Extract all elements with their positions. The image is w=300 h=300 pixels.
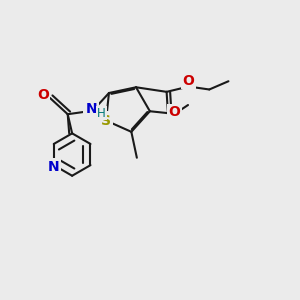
Text: H: H — [97, 106, 106, 119]
Text: O: O — [37, 88, 49, 102]
Text: O: O — [169, 106, 181, 119]
Text: N: N — [85, 102, 97, 116]
Text: S: S — [101, 114, 111, 128]
Text: N: N — [47, 160, 59, 174]
Text: O: O — [183, 74, 195, 88]
